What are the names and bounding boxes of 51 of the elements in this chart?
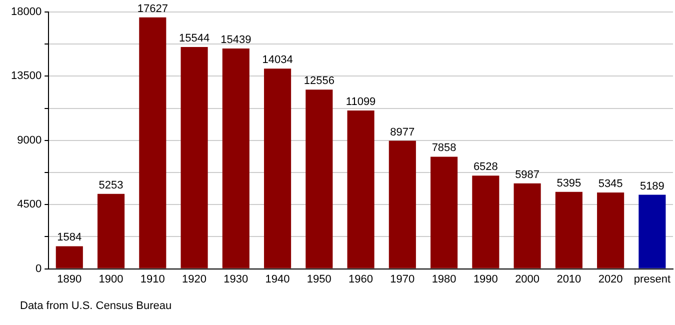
data-label: 5987 (515, 168, 540, 181)
x-tick-label: present (634, 273, 671, 286)
data-label: 15544 (178, 32, 210, 45)
bar (555, 192, 582, 268)
bar (472, 176, 500, 268)
bar (347, 110, 374, 268)
bar (514, 183, 541, 268)
data-label: 12556 (304, 75, 334, 88)
bar (56, 246, 83, 268)
data-label: 5345 (598, 178, 623, 190)
x-tick-label: 1940 (265, 273, 290, 286)
bar (180, 47, 208, 268)
data-label: 5189 (640, 180, 664, 192)
y-tick-label: 0 (35, 262, 42, 275)
bar (638, 194, 666, 268)
data-label: 1584 (57, 232, 82, 244)
bar (430, 156, 458, 268)
x-tick-label: 1960 (348, 273, 374, 286)
bar (264, 68, 292, 268)
x-tick-label: 1990 (473, 273, 498, 286)
data-label: 14034 (262, 54, 293, 66)
data-label: 6528 (473, 161, 498, 174)
x-tick-label: 2010 (556, 273, 582, 286)
x-tick-label: 1980 (432, 273, 456, 286)
x-tick-label: 1890 (57, 273, 82, 286)
data-label: 17627 (137, 2, 168, 15)
text: Data from U.S. Census Bureau (20, 300, 172, 312)
bar (222, 48, 250, 268)
y-tick-label: 4500 (17, 198, 42, 211)
x-tick-label: 1900 (98, 273, 124, 286)
data-label: 11099 (346, 96, 376, 108)
bar (597, 192, 624, 268)
data-label: 5395 (556, 177, 582, 190)
y-tick-label: 13500 (10, 70, 42, 82)
data-label: 7858 (432, 142, 456, 154)
x-tick-label: 2020 (598, 273, 623, 286)
x-tick-label: 1950 (306, 273, 332, 286)
y-tick-label: 9000 (17, 134, 42, 146)
bar (98, 194, 125, 268)
data-label: 5253 (98, 179, 124, 192)
data-label: 15439 (220, 34, 252, 46)
x-tick-label: 1920 (182, 273, 207, 286)
bar (139, 17, 166, 268)
data-label: 8977 (390, 126, 415, 138)
x-tick-label: 1910 (140, 273, 165, 286)
y-tick-label: 18000 (10, 6, 42, 18)
bar (388, 140, 416, 268)
bar (306, 90, 333, 268)
x-tick-label: 1930 (224, 273, 248, 286)
x-tick-label: 1970 (390, 273, 415, 286)
x-tick-label: 2000 (515, 273, 540, 286)
